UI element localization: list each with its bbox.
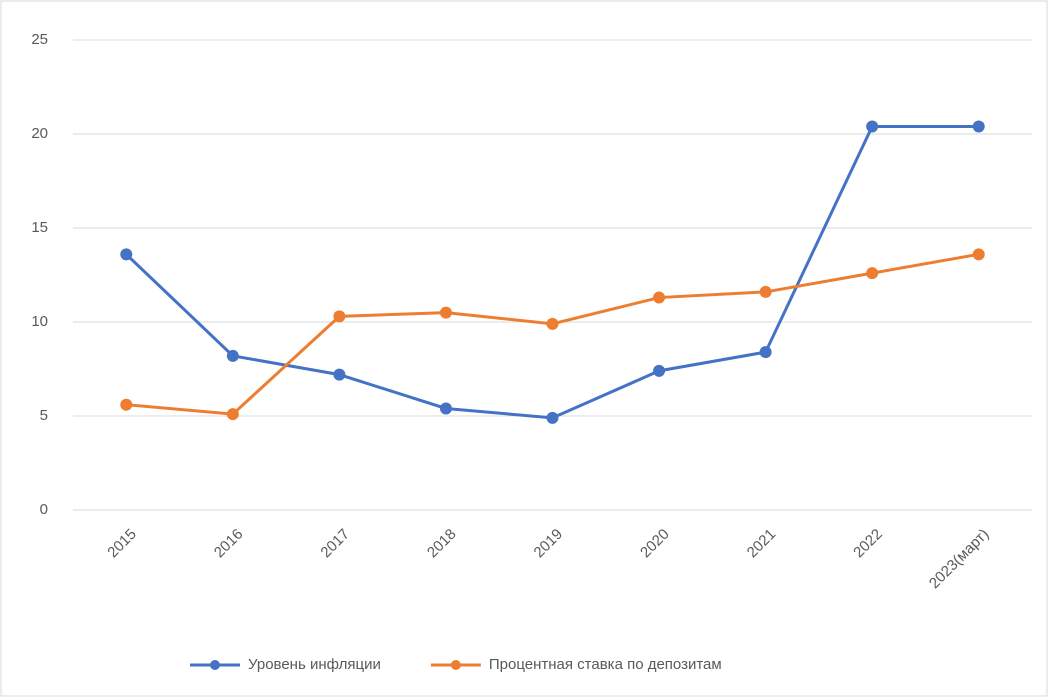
point (439, 306, 452, 319)
point (226, 408, 239, 421)
legend-label: Уровень инфляции (248, 656, 381, 673)
point (120, 398, 133, 411)
point (333, 368, 346, 381)
point (866, 267, 879, 280)
point (546, 317, 559, 330)
point (653, 291, 666, 304)
point (866, 120, 879, 133)
y-tick-label: 20 (31, 125, 48, 142)
point (759, 346, 772, 359)
point (226, 349, 239, 362)
point (546, 411, 559, 424)
point (653, 364, 666, 377)
point (972, 248, 985, 261)
legend-label: Процентная ставка по депозитам (489, 656, 722, 673)
y-tick-label: 10 (31, 313, 48, 330)
point (439, 402, 452, 415)
y-tick-label: 5 (40, 407, 48, 424)
legend-marker (210, 660, 220, 670)
point (333, 310, 346, 323)
point (972, 120, 985, 133)
y-tick-label: 15 (31, 219, 48, 236)
point (120, 248, 133, 261)
y-tick-label: 0 (40, 501, 48, 518)
legend-marker (450, 660, 461, 670)
point (759, 285, 772, 298)
y-tick-label: 25 (31, 31, 48, 48)
